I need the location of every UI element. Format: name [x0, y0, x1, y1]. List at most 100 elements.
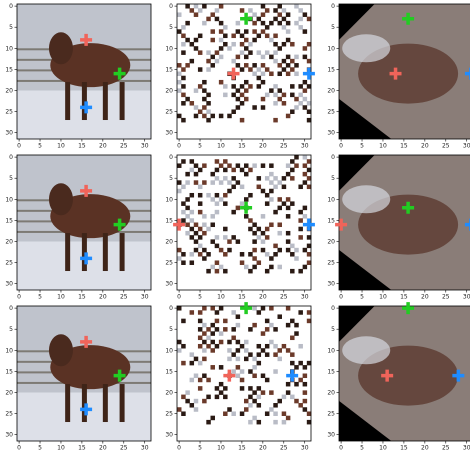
pixel [223, 192, 228, 198]
pixel [189, 252, 195, 257]
pixel [189, 403, 195, 408]
pixel [202, 230, 207, 236]
leg [81, 82, 87, 121]
pixel [239, 8, 245, 13]
pixel [231, 58, 236, 64]
marker [80, 184, 93, 197]
pixel [202, 113, 207, 119]
panel: 0 5 10 15 20 25 30 0 5 10 15 20 25 30 [165, 3, 315, 150]
pixel [294, 398, 299, 404]
pixel [210, 264, 215, 270]
pixel [235, 205, 241, 211]
leg [102, 82, 108, 121]
pixel [244, 398, 249, 404]
pixel [285, 113, 291, 119]
pixel [177, 12, 182, 17]
blur [358, 194, 459, 255]
pixel [302, 381, 308, 387]
pixel [306, 252, 312, 257]
pixel [189, 310, 195, 315]
y-tick-label: 20 [5, 87, 13, 94]
pixel [260, 390, 266, 395]
pixel [231, 184, 236, 190]
pixel [273, 84, 278, 89]
pixel [294, 63, 299, 68]
pixel [264, 33, 270, 39]
x-tick-label: 20 [99, 445, 107, 452]
pixel [285, 37, 291, 43]
y-tick-label: 25 [5, 109, 13, 116]
y-tick-label: 15 [5, 66, 13, 73]
pixel [302, 398, 308, 404]
pixel [273, 209, 278, 215]
pixel [294, 71, 299, 77]
y-tick-label: 20 [165, 389, 173, 396]
pixel [244, 163, 249, 168]
y-tick-label: 30 [165, 130, 173, 137]
pixel [281, 101, 287, 106]
pixel [239, 50, 245, 55]
pixel [273, 252, 278, 257]
pixel [223, 159, 228, 164]
pixel [277, 230, 282, 236]
pixel [269, 188, 274, 194]
pixel [260, 214, 266, 219]
y-tick-label: 0 [169, 154, 173, 161]
pixel [273, 101, 278, 106]
marker [302, 218, 315, 231]
pixel [269, 180, 274, 185]
pixel [223, 252, 228, 257]
marker [113, 369, 126, 382]
pixel [302, 96, 308, 102]
pixel [177, 407, 182, 412]
pixel [306, 58, 312, 64]
marker [113, 67, 126, 80]
pixel [281, 67, 287, 72]
pixel [193, 247, 199, 253]
pixel [214, 310, 220, 315]
pixel [294, 256, 299, 261]
pixel [214, 243, 220, 249]
pixel [256, 419, 262, 425]
marker [464, 218, 470, 231]
pixel [214, 327, 220, 332]
pixel [306, 167, 312, 173]
pixel [269, 171, 274, 177]
pixel [218, 113, 224, 119]
pixel [273, 117, 278, 123]
pixel [193, 37, 199, 43]
pixel [306, 318, 312, 324]
pixel [256, 184, 262, 190]
pixel [189, 360, 195, 366]
y-tick-label: 0 [9, 154, 13, 161]
pixel [214, 268, 220, 274]
marker [335, 218, 348, 231]
pixel [218, 365, 224, 370]
pixel [248, 50, 253, 55]
x-tick-label: 25 [442, 294, 450, 301]
pixel [197, 184, 203, 190]
pixel [290, 167, 295, 173]
x-tick-label: 0 [177, 294, 181, 301]
pixel [181, 50, 186, 55]
x-tick-label: 30 [463, 294, 470, 301]
pixel [264, 352, 270, 357]
pixel [189, 377, 195, 383]
y-tick-label: 5 [9, 175, 13, 182]
x-tick-label: 20 [421, 143, 429, 150]
marker [80, 101, 93, 114]
y-tick-label: 20 [5, 389, 13, 396]
pixel [206, 58, 211, 64]
marker [173, 218, 186, 231]
pixel [177, 306, 182, 311]
pixel [202, 322, 207, 328]
pixel [202, 339, 207, 345]
pixel [264, 327, 270, 332]
pixel [197, 226, 203, 232]
pixel [273, 58, 278, 64]
pixel [298, 226, 303, 232]
pixel [273, 411, 278, 416]
pixel [185, 63, 190, 68]
pixel [214, 209, 220, 215]
black-region [339, 249, 392, 290]
